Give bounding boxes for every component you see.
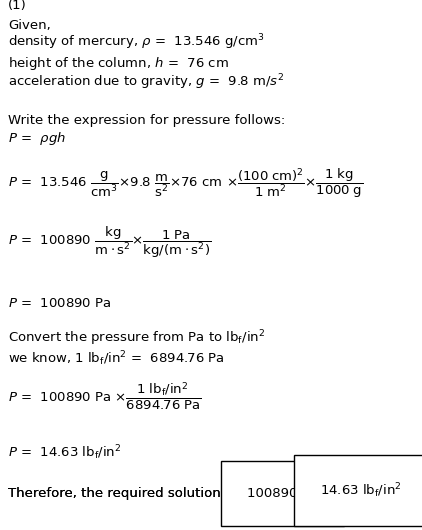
Text: and: and bbox=[308, 487, 333, 500]
Text: 14.63 lb$_\mathrm{f}$/in$^2$: 14.63 lb$_\mathrm{f}$/in$^2$ bbox=[320, 481, 402, 500]
Text: $P$ =  100890 $\dfrac{\mathrm{kg}}{\mathrm{m}\cdot\mathrm{s}^2}$$\times$$\dfrac{: $P$ = 100890 $\dfrac{\mathrm{kg}}{\mathr… bbox=[8, 225, 211, 260]
Text: $P$ =  $\rho gh$: $P$ = $\rho gh$ bbox=[8, 130, 66, 147]
Text: Convert the pressure from Pa to lb$_\mathrm{f}$/in$^2$: Convert the pressure from Pa to lb$_\mat… bbox=[8, 329, 265, 348]
Text: (1): (1) bbox=[8, 0, 27, 12]
Text: $P$ =  100890 Pa $\times$$\dfrac{1\;\mathrm{lb_f/in^2}}{6894.76\;\mathrm{Pa}}$: $P$ = 100890 Pa $\times$$\dfrac{1\;\math… bbox=[8, 380, 201, 412]
Text: $P$ =  100890 Pa: $P$ = 100890 Pa bbox=[8, 297, 111, 310]
Text: we know, 1 lb$_\mathrm{f}$/in$^2$ =  6894.76 Pa: we know, 1 lb$_\mathrm{f}$/in$^2$ = 6894… bbox=[8, 349, 225, 368]
Text: height of the column, $h$ =  76 cm: height of the column, $h$ = 76 cm bbox=[8, 55, 229, 72]
Text: Therefore, the required solution is: Therefore, the required solution is bbox=[8, 487, 240, 500]
Text: Write the expression for pressure follows:: Write the expression for pressure follow… bbox=[8, 114, 285, 127]
Text: Therefore, the required solution is: Therefore, the required solution is bbox=[8, 487, 240, 500]
Text: $P$ =  14.63 lb$_\mathrm{f}$/in$^2$: $P$ = 14.63 lb$_\mathrm{f}$/in$^2$ bbox=[8, 443, 121, 462]
Text: acceleration due to gravity, $g$ =  9.8 m/$s^2$: acceleration due to gravity, $g$ = 9.8 m… bbox=[8, 73, 284, 92]
Text: 100890 Pa: 100890 Pa bbox=[247, 487, 317, 500]
Text: density of mercury, $\rho$ =  13.546 g/cm$^3$: density of mercury, $\rho$ = 13.546 g/cm… bbox=[8, 32, 265, 52]
Text: $P$ =  13.546 $\dfrac{\mathrm{g}}{\mathrm{cm}^3}$$\times$9.8 $\dfrac{\mathrm{m}}: $P$ = 13.546 $\dfrac{\mathrm{g}}{\mathrm… bbox=[8, 167, 363, 200]
Text: Given,: Given, bbox=[8, 19, 51, 32]
